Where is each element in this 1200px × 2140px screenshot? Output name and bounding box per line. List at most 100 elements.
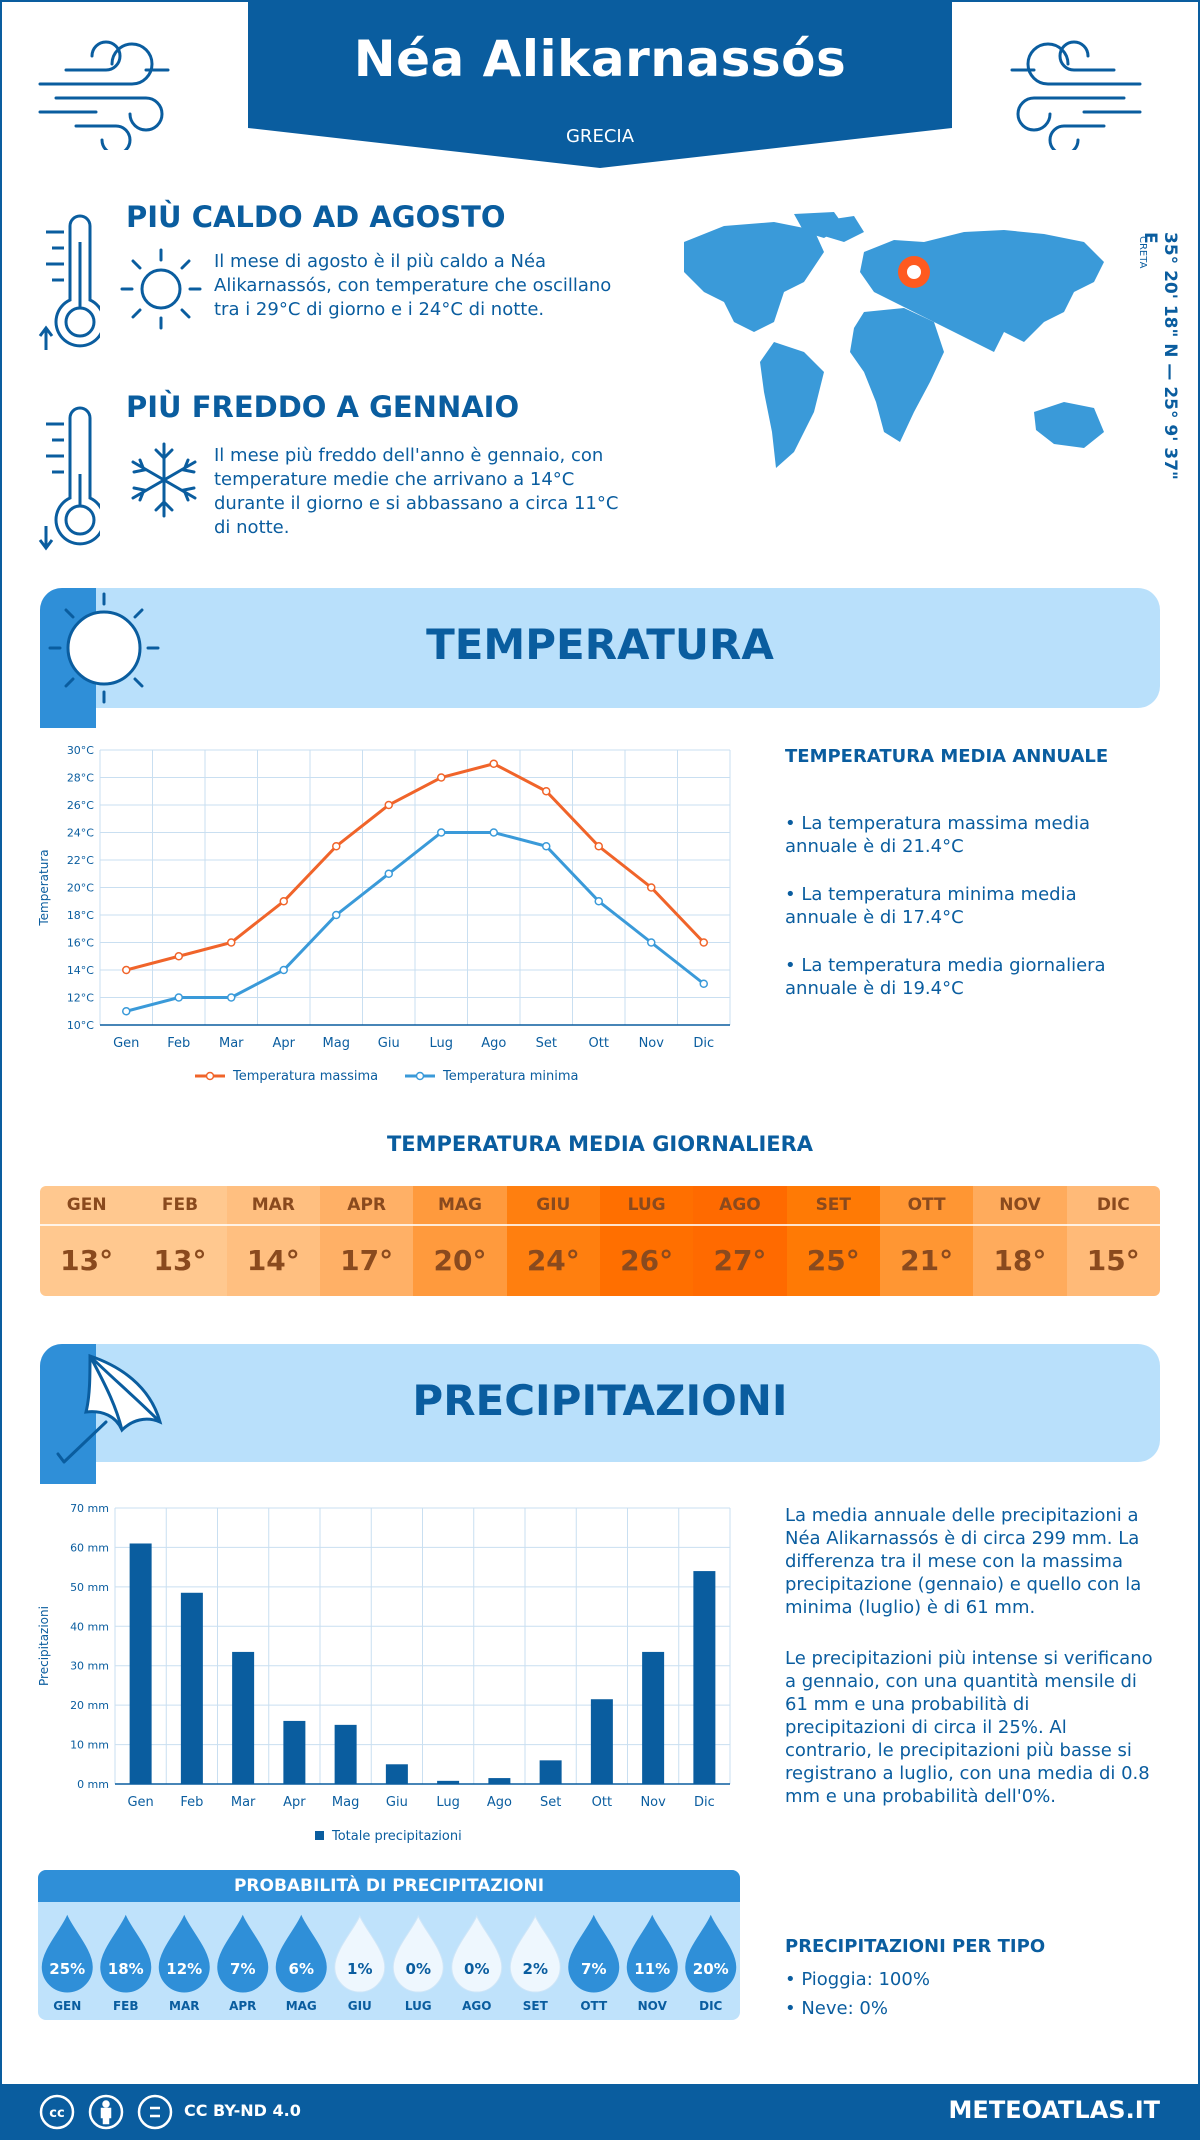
y-tick-label: 16°C — [67, 937, 94, 950]
header-banner — [248, 0, 952, 168]
data-point — [437, 773, 446, 782]
data-point — [174, 952, 183, 961]
legend-marker — [415, 1071, 425, 1081]
precip-bar — [590, 1699, 613, 1784]
precip-type-title: PRECIPITAZIONI PER TIPO — [785, 1936, 1046, 1957]
wind-icon — [1010, 40, 1142, 150]
x-tick-label: Ott — [592, 1795, 612, 1810]
drop-value: 7% — [581, 1960, 606, 1978]
drop-shape — [509, 1914, 561, 1993]
daily-temp-month: AGO — [719, 1195, 761, 1215]
drop-shape — [41, 1914, 93, 1993]
precip-type-item: • Pioggia: 100% — [785, 1969, 930, 1990]
site-link[interactable]: METEOATLAS.IT — [948, 2096, 1160, 2124]
sun-icon — [120, 248, 202, 330]
precip-bar — [693, 1571, 716, 1784]
data-point — [647, 938, 656, 947]
daily-temp-cell: DIC 15° — [1066, 1186, 1160, 1296]
daily-temp-month: DIC — [1096, 1195, 1130, 1215]
drop-month: LUG — [405, 1999, 432, 2013]
precip-bar — [437, 1780, 460, 1784]
data-point — [384, 869, 393, 878]
annual-temp-bullet: • La temperatura minima media annuale è … — [785, 884, 1077, 928]
probability-drop-icon: 0% LUG — [392, 1914, 444, 2013]
x-tick-label: Nov — [640, 1795, 666, 1810]
precip-bar — [642, 1651, 665, 1784]
data-point — [699, 938, 708, 947]
svg-text:cc: cc — [49, 2106, 64, 2121]
coldest-text: Il mese più freddo dell'anno è gennaio, … — [214, 445, 619, 538]
daily-temp-month: GEN — [66, 1195, 107, 1215]
drop-shape — [568, 1914, 620, 1993]
x-tick-label: Apr — [273, 1036, 296, 1051]
daily-temp-cell: APR 17° — [319, 1186, 414, 1296]
x-tick-label: Ott — [589, 1036, 609, 1051]
y-axis-label: Precipitazioni — [37, 1606, 51, 1686]
x-tick-label: Giu — [378, 1036, 400, 1051]
drop-value: 12% — [166, 1960, 202, 1978]
page-title: Néa Alikarnassós — [353, 30, 847, 88]
drop-shape — [217, 1914, 269, 1993]
data-point — [227, 938, 236, 947]
precip-probability-title: PROBABILITÀ DI PRECIPITAZIONI — [38, 1870, 740, 1902]
series-line — [125, 831, 705, 1013]
data-point — [174, 993, 183, 1002]
daily-temp-month: MAR — [251, 1195, 295, 1215]
annual-temp-bullet: • La temperatura media giornaliera annua… — [785, 955, 1106, 999]
daily-temp-month: OTT — [907, 1195, 946, 1215]
daily-temp-value: 17° — [319, 1224, 414, 1296]
daily-temp-month: LUG — [627, 1195, 666, 1215]
drop-value: 2% — [523, 1960, 548, 1978]
data-point — [594, 842, 603, 851]
precip-bar — [283, 1720, 306, 1784]
coordinates: 35° 20' 18" N — 25° 9' 37" E — [1140, 232, 1180, 480]
x-tick-label: Feb — [180, 1795, 203, 1810]
page-subtitle: GRECIA — [565, 126, 635, 147]
daily-temp-month: GIU — [536, 1195, 571, 1215]
x-tick-label: Dic — [693, 1036, 714, 1051]
series-line — [125, 762, 705, 972]
drop-month: MAG — [286, 1999, 317, 2013]
daily-temp-month: SET — [815, 1195, 852, 1215]
data-point — [437, 828, 446, 837]
probability-drop-icon: 7% OTT — [568, 1914, 620, 2013]
x-tick-label: Dic — [694, 1795, 715, 1810]
drop-shape — [158, 1914, 210, 1993]
daily-temp-cell: OTT 21° — [879, 1186, 974, 1296]
daily-temp-table: GEN 13° FEB 13° MAR 14° APR 17° MAG 20° GIU 24° LUG 2… — [40, 1186, 1160, 1296]
drop-month: SET — [523, 1999, 549, 2013]
daily-temp-month: NOV — [999, 1195, 1041, 1215]
daily-temp-value: 14° — [226, 1224, 320, 1296]
drop-value: 7% — [230, 1960, 255, 1978]
x-tick-label: Ago — [487, 1795, 512, 1810]
y-tick-label: 50 mm — [70, 1581, 109, 1594]
sun-icon — [48, 592, 160, 704]
probability-drop-icon: 1% GIU — [334, 1914, 386, 2013]
drop-month: APR — [229, 1999, 256, 2013]
y-tick-label: 26°C — [67, 799, 94, 812]
probability-drop-icon: 7% APR — [217, 1914, 269, 2013]
wind-icon — [38, 40, 170, 150]
precip-band-accent — [40, 1344, 96, 1484]
daily-temp-value: 18° — [973, 1224, 1067, 1296]
y-tick-label: 0 mm — [77, 1778, 109, 1791]
y-tick-label: 20°C — [67, 882, 94, 895]
probability-drop-icon: 20% DIC — [685, 1914, 737, 2013]
daily-temp-month: FEB — [161, 1195, 199, 1215]
precip-bar — [129, 1543, 152, 1784]
daily-temp-cell: MAR 14° — [226, 1186, 320, 1296]
precip-bar — [539, 1760, 562, 1784]
legend-marker — [205, 1071, 215, 1081]
annual-temp-bullet: • La temperatura massima media annuale è… — [785, 813, 1091, 857]
precip-bar — [334, 1724, 357, 1784]
y-tick-label: 10 mm — [70, 1739, 109, 1752]
drop-value: 0% — [406, 1960, 431, 1978]
drop-shape — [685, 1914, 737, 1993]
daily-temp-cell: SET 25° — [786, 1186, 880, 1296]
drop-shape — [100, 1914, 152, 1993]
drop-month: OTT — [580, 1999, 608, 2013]
drop-shape — [334, 1914, 386, 1993]
legend-label: Temperatura minima — [442, 1069, 579, 1084]
x-tick-label: Mar — [231, 1795, 256, 1810]
region-label: CRETA — [1137, 236, 1148, 269]
